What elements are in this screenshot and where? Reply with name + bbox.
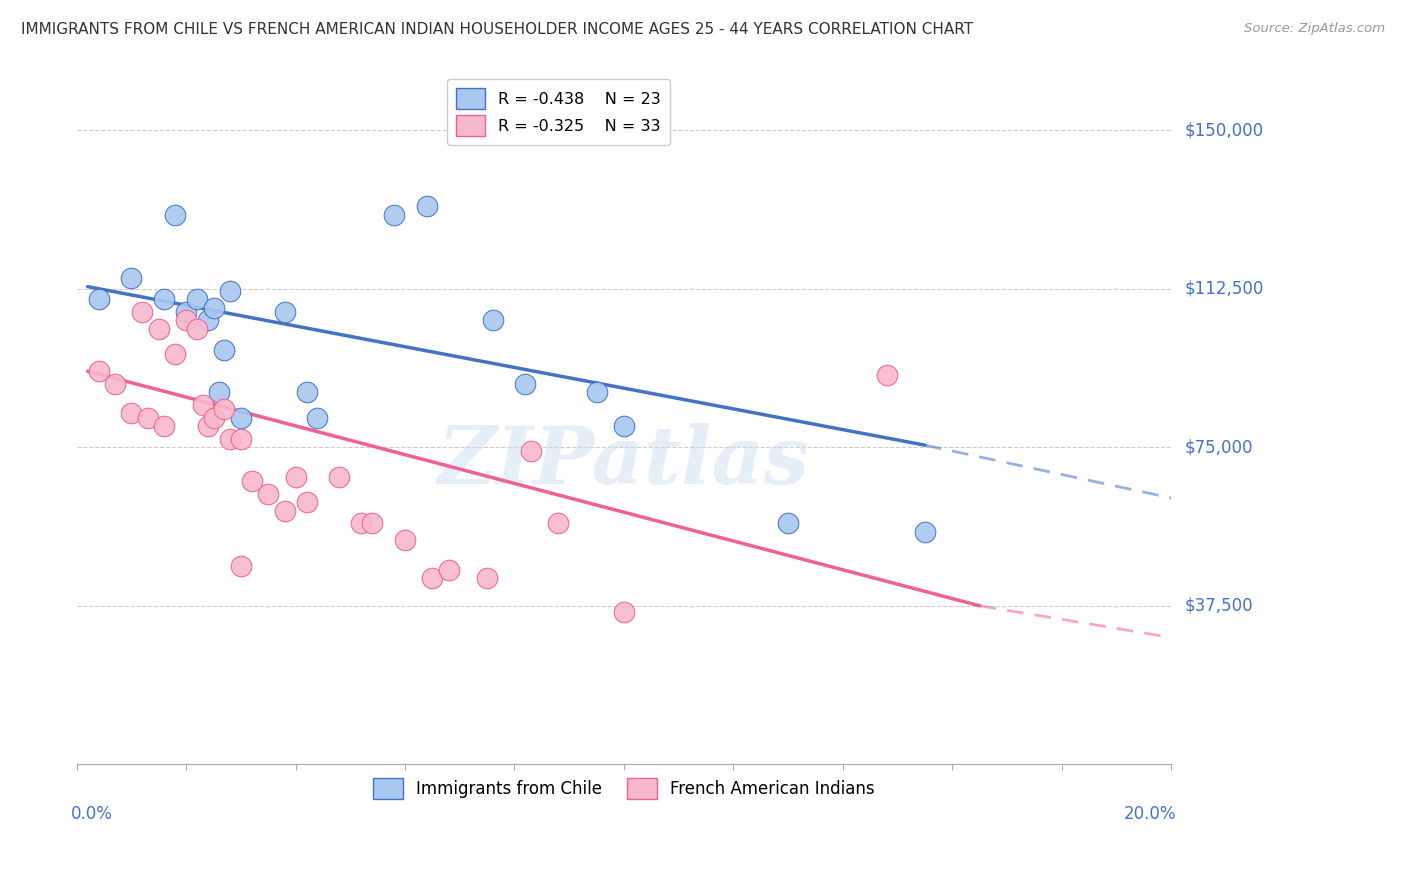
Point xyxy=(153,293,176,307)
Point xyxy=(197,419,219,434)
Point xyxy=(515,376,537,391)
Point xyxy=(165,208,187,222)
Text: $37,500: $37,500 xyxy=(1185,597,1254,615)
Point xyxy=(273,504,295,518)
Point xyxy=(229,410,252,425)
Point xyxy=(295,385,318,400)
Point xyxy=(257,487,280,501)
Point xyxy=(202,410,225,425)
Point xyxy=(240,474,263,488)
Text: 20.0%: 20.0% xyxy=(1125,805,1177,823)
Point xyxy=(422,571,444,585)
Point xyxy=(295,495,318,509)
Point xyxy=(229,558,252,573)
Point xyxy=(87,364,110,378)
Point xyxy=(585,385,607,400)
Point xyxy=(165,347,187,361)
Point xyxy=(328,470,350,484)
Point xyxy=(914,524,936,539)
Point xyxy=(214,402,236,417)
Point xyxy=(219,432,242,446)
Text: 0.0%: 0.0% xyxy=(72,805,112,823)
Point xyxy=(481,313,503,327)
Point xyxy=(361,516,384,531)
Point xyxy=(416,199,439,213)
Legend: Immigrants from Chile, French American Indians: Immigrants from Chile, French American I… xyxy=(364,770,883,807)
Point xyxy=(120,271,142,285)
Point xyxy=(613,605,636,619)
Point xyxy=(174,305,197,319)
Point xyxy=(273,305,295,319)
Point xyxy=(520,444,543,458)
Point xyxy=(208,385,231,400)
Text: Source: ZipAtlas.com: Source: ZipAtlas.com xyxy=(1244,22,1385,36)
Point xyxy=(87,293,110,307)
Point xyxy=(307,410,329,425)
Point xyxy=(613,419,636,434)
Point xyxy=(778,516,800,531)
Point xyxy=(382,208,405,222)
Point xyxy=(186,293,208,307)
Text: $112,500: $112,500 xyxy=(1185,280,1264,298)
Point xyxy=(284,470,307,484)
Point xyxy=(547,516,569,531)
Point xyxy=(191,398,214,412)
Point xyxy=(219,284,242,298)
Text: ZIPatlas: ZIPatlas xyxy=(437,424,810,500)
Point xyxy=(475,571,498,585)
Text: $75,000: $75,000 xyxy=(1185,438,1254,457)
Point xyxy=(202,301,225,315)
Point xyxy=(136,410,159,425)
Point xyxy=(120,407,142,421)
Point xyxy=(131,305,153,319)
Text: $150,000: $150,000 xyxy=(1185,121,1264,139)
Point xyxy=(174,313,197,327)
Point xyxy=(186,322,208,336)
Point xyxy=(214,343,236,357)
Point xyxy=(153,419,176,434)
Text: IMMIGRANTS FROM CHILE VS FRENCH AMERICAN INDIAN HOUSEHOLDER INCOME AGES 25 - 44 : IMMIGRANTS FROM CHILE VS FRENCH AMERICAN… xyxy=(21,22,973,37)
Point xyxy=(197,313,219,327)
Point xyxy=(229,432,252,446)
Point xyxy=(350,516,373,531)
Point xyxy=(876,368,898,383)
Point xyxy=(437,563,460,577)
Point xyxy=(148,322,170,336)
Point xyxy=(394,533,416,548)
Point xyxy=(104,376,127,391)
